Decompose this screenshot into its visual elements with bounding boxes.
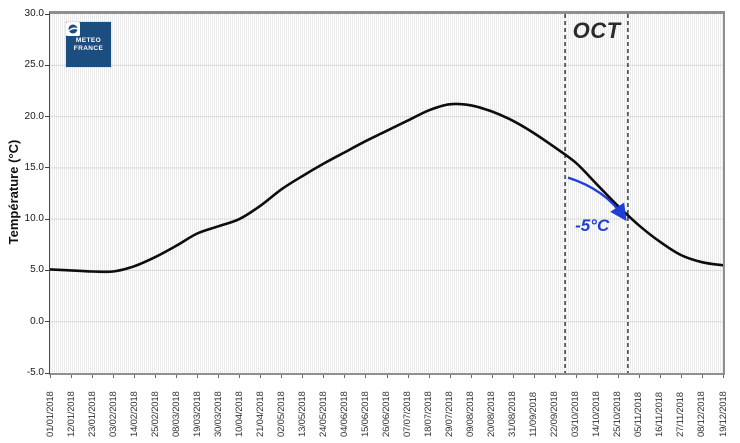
y-tick-label: 0.0 [30,315,44,327]
x-tick-mark [50,375,51,378]
temperature-drop-annotation: -5°C [575,216,610,235]
x-tick-mark [491,375,493,378]
x-tick-label: 31/08/2018 [507,391,519,437]
x-tick-mark [575,375,577,378]
x-tick-label: 05/11/2018 [633,392,645,437]
x-tick-mark [134,375,136,378]
x-tick-mark [533,375,535,378]
y-tick-label: -5.0 [26,367,44,378]
x-tick-mark [302,375,304,378]
logo-line2: FRANCE [73,44,104,52]
x-tick-label: 07/07/2018 [402,391,414,437]
x-tick-label: 19/12/2018 [717,391,729,437]
x-tick-label: 12/01/2018 [65,391,77,437]
x-tick-mark [323,375,325,378]
y-tick-mark [45,321,50,323]
chart-canvas [50,14,723,373]
x-tick-label: 26/06/2018 [381,391,392,437]
y-tick-mark [45,13,50,15]
temperature-drop-arrow [567,176,627,222]
y-tick-label: 15.0 [24,161,44,173]
x-tick-label: 09/08/2018 [465,391,477,437]
y-tick-mark [45,167,50,169]
x-tick-label: 02/05/2018 [275,391,287,437]
y-tick-label: 20.0 [24,110,44,122]
x-tick-label: 20/08/2018 [486,391,498,437]
x-tick-mark [344,375,346,378]
x-tick-mark [155,375,157,378]
x-tick-label: 04/06/2018 [338,391,350,437]
x-tick-mark [407,375,409,378]
x-tick-mark [449,375,451,378]
x-tick-mark [617,375,619,378]
x-tick-label: 13/05/2018 [296,391,308,437]
x-tick-mark [239,375,241,378]
y-tick-label: 30.0 [24,8,44,19]
x-tick-label: 15/06/2018 [359,391,371,437]
x-tick-mark [218,375,220,378]
meteo-france-logo: METEO FRANCE [66,22,111,67]
x-tick-label: 11/09/2018 [528,392,540,437]
y-tick-mark [45,372,50,374]
logo-line1: METEO [75,36,102,44]
x-tick-label: 25/10/2018 [612,391,624,437]
x-tick-mark [197,375,199,378]
y-tick-mark [45,64,50,66]
x-tick-label: 14/02/2018 [128,391,140,437]
x-tick-label: 29/07/2018 [444,391,456,437]
x-tick-label: 01/01/2018 [44,391,56,437]
x-tick-mark [92,375,94,378]
x-tick-mark [470,375,472,378]
x-tick-label: 10/04/2018 [233,391,245,437]
x-tick-mark [428,375,430,378]
x-tick-mark [701,375,703,378]
x-tick-label: 25/02/2018 [149,391,161,437]
x-tick-label: 23/01/2018 [86,391,98,437]
x-tick-mark [723,375,724,378]
x-tick-mark [638,375,640,378]
meteo-france-icon [66,22,80,36]
x-tick-mark [596,375,598,378]
x-tick-mark [71,375,73,378]
meteo-france-logo-text: METEO FRANCE [74,37,103,53]
x-tick-mark [260,375,262,378]
x-tick-label: 27/11/2018 [675,392,687,437]
x-tick-mark [386,375,388,378]
x-tick-label: 22/09/2018 [549,391,561,437]
x-tick-label: 08/12/2018 [696,391,708,437]
x-tick-mark [176,375,178,378]
y-tick-label: 5.0 [30,264,44,276]
y-tick-label: 25.0 [24,59,44,71]
month-annotation-oct: OCT [572,18,621,44]
x-tick-label: 14/10/2018 [591,391,603,437]
x-tick-label: 18/07/2018 [423,391,435,437]
x-tick-mark [113,375,115,378]
x-tick-mark [680,375,682,378]
x-tick-mark [365,375,367,378]
x-tick-label: 16/11/2018 [654,392,666,437]
x-tick-label: 03/10/2018 [570,391,582,437]
x-tick-label: 30/03/2018 [212,391,224,437]
y-tick-mark [45,116,50,118]
temperature-curve [50,102,723,274]
x-tick-mark [512,375,514,378]
y-tick-mark [45,218,50,220]
x-tick-mark [554,375,556,378]
x-tick-mark [281,375,283,378]
x-tick-label: 21/04/2018 [254,391,266,437]
x-tick-label: 08/03/2018 [170,391,182,437]
x-tick-label: 19/03/2018 [191,391,203,437]
x-tick-label: 03/02/2018 [107,391,119,437]
x-tick-label: 24/05/2018 [317,391,329,437]
x-tick-mark [659,375,661,378]
y-tick-mark [45,269,50,271]
y-tick-label: 10.0 [24,213,44,225]
plot-area: METEO FRANCE OCT -5°C [49,11,725,375]
